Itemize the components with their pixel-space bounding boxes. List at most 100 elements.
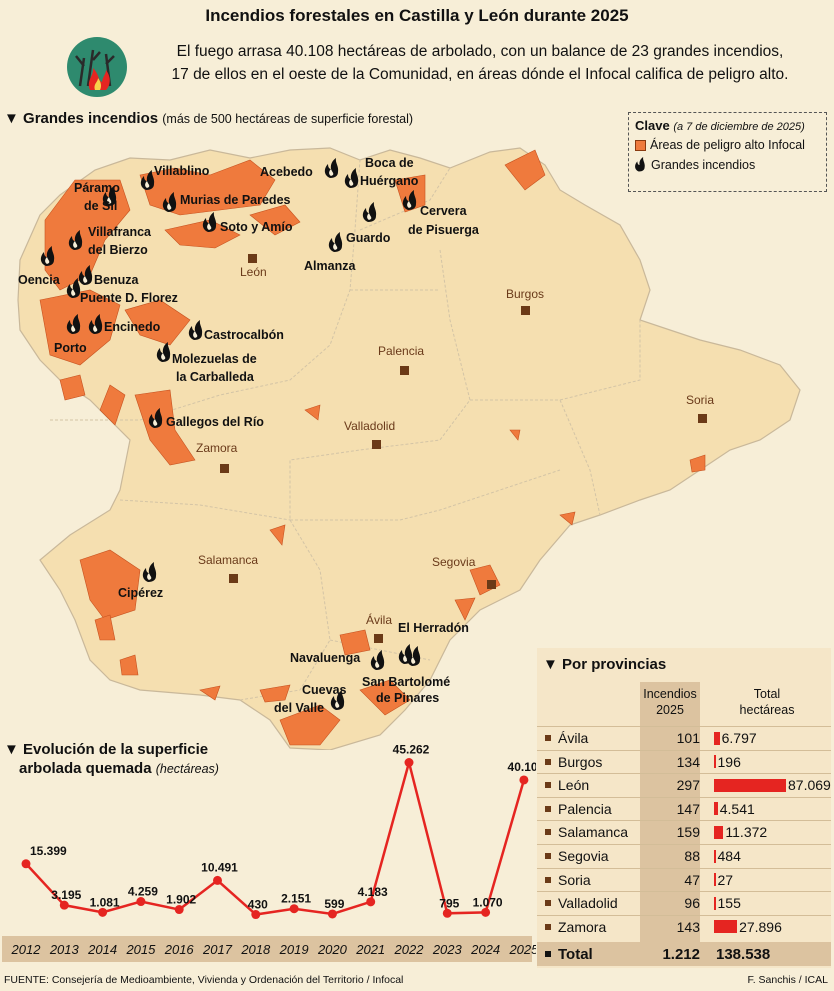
x-tick-label: 2013 — [49, 942, 80, 957]
province-bullet-icon — [545, 805, 551, 812]
data-point — [251, 910, 261, 920]
city-label: León — [240, 265, 267, 279]
total-bullet-icon — [545, 951, 551, 957]
fire-label: Villafranca — [88, 225, 152, 239]
triangle-down-icon: ▼ — [4, 741, 19, 758]
footer-credit: F. Sanchis / ICAL — [747, 974, 828, 986]
data-point — [519, 775, 529, 785]
data-label: 4.183 — [358, 885, 388, 899]
province-incendios: 96 — [684, 895, 700, 912]
data-label: 795 — [439, 896, 459, 910]
series-line — [25, 757, 526, 916]
x-tick-label: 2022 — [394, 942, 425, 957]
data-point — [404, 758, 414, 768]
x-tick-label: 2015 — [125, 942, 156, 957]
province-incendios: 143 — [676, 918, 700, 935]
fire-label: Porto — [54, 341, 87, 355]
fire-label: Acebedo — [260, 165, 313, 179]
x-tick-label: 2023 — [432, 942, 463, 957]
fire-label: del Bierzo — [88, 243, 148, 257]
data-point — [59, 900, 69, 910]
x-tick-label: 2012 — [11, 942, 42, 957]
legend-row-area: Áreas de peligro alto Infocal — [635, 138, 820, 152]
hectareas-bar — [714, 755, 716, 769]
legend-note: (a 7 de diciembre de 2025) — [673, 121, 805, 133]
data-label: 10.491 — [201, 860, 238, 874]
province-hectareas: 155 — [717, 895, 741, 912]
province-hectareas: 196 — [717, 753, 741, 770]
province-hectareas: 27 — [717, 871, 734, 888]
data-label: 430 — [248, 898, 268, 912]
province-row: Soria 47 27 — [537, 867, 831, 891]
provinces-title: ▼ Por provincias — [543, 656, 666, 673]
hectareas-bar — [714, 896, 716, 910]
fire-label: Benuza — [94, 273, 140, 287]
province-bullet-icon — [545, 735, 551, 741]
header-incendios: Incendios 2025 — [637, 686, 703, 718]
triangle-down-icon: ▼ — [4, 110, 19, 127]
province-bullet-icon — [545, 900, 551, 907]
city-label: Valladolid — [344, 419, 395, 433]
province-hectareas: 6.797 — [721, 730, 757, 746]
map-section-title: ▼ Grandes incendios (más de 500 hectárea… — [4, 110, 413, 127]
province-name: Palencia — [558, 800, 612, 817]
data-point — [289, 904, 299, 914]
legend-row-fire: Grandes incendios — [635, 157, 820, 173]
x-tick-label: 2014 — [87, 942, 117, 957]
fire-label: de Pisuerga — [408, 223, 480, 237]
province-incendios: 101 — [676, 730, 700, 746]
city-label: Segovia — [432, 555, 476, 569]
data-point — [481, 907, 491, 917]
city-label: Zamora — [196, 441, 238, 455]
year-axis-band — [2, 936, 532, 962]
city-marker-zamora — [220, 464, 229, 473]
fire-label: Cervera — [420, 204, 468, 218]
province-row: León 297 87.069 — [537, 773, 831, 796]
city-label: Palencia — [378, 344, 424, 358]
data-label: 15.399 — [30, 844, 67, 858]
province-hectareas: 4.541 — [719, 800, 755, 817]
fire-label: Páramo — [74, 181, 120, 195]
fire-label: Cuevas — [302, 683, 347, 697]
legend-area-label: Áreas de peligro alto Infocal — [650, 138, 805, 152]
province-incendios: 134 — [676, 753, 700, 770]
fire-label: Huérgano — [360, 174, 419, 188]
evolution-title: ▼ Evolución de la superficie arbolada qu… — [4, 740, 219, 779]
fire-label: de Pinares — [376, 691, 439, 705]
province-bullet-icon — [545, 758, 551, 765]
data-label: 1.902 — [166, 893, 196, 907]
fire-label: Molezuelas de — [172, 352, 257, 366]
province-row: Palencia 147 4.541 — [537, 796, 831, 820]
province-incendios: 159 — [676, 824, 700, 841]
data-point — [366, 897, 376, 907]
hectareas-bar — [714, 731, 720, 745]
city-label: Soria — [686, 393, 714, 407]
data-point — [174, 905, 184, 915]
province-name: Segovia — [558, 848, 609, 864]
data-label: 3.195 — [51, 888, 81, 902]
legend-title-text: Clave — [635, 118, 670, 133]
city-marker-valladolid — [372, 440, 381, 449]
region-outline — [17, 147, 801, 750]
total-hectareas: 138.538 — [716, 945, 771, 963]
data-label: 4.259 — [128, 885, 158, 899]
city-label: Salamanca — [198, 553, 258, 567]
province-name: Valladolid — [558, 895, 618, 912]
data-label: 1.070 — [473, 895, 503, 909]
province-hectareas: 27.896 — [739, 918, 782, 935]
legend-fire-label: Grandes incendios — [651, 158, 756, 172]
fire-label: Soto y Amío — [220, 220, 293, 234]
intro-line-2: 17 de ellos en el oeste de la Comunidad,… — [171, 66, 789, 83]
province-name: Burgos — [558, 753, 603, 770]
fire-label: Cipérez — [118, 586, 163, 600]
x-tick-label: 2019 — [279, 942, 309, 957]
hectareas-bar — [714, 920, 738, 934]
province-name: Soria — [558, 871, 591, 888]
hectareas-bar — [714, 873, 716, 887]
province-row: Salamanca 159 11.372 — [537, 820, 831, 843]
fire-label: Almanza — [304, 259, 356, 273]
fire-label: Castrocalbón — [204, 328, 284, 342]
castilla-leon-map: León Burgos Palencia Soria Valladolid Za… — [17, 147, 801, 750]
fire-label: de Sil — [84, 199, 117, 213]
triangle-down-icon: ▼ — [543, 656, 558, 673]
